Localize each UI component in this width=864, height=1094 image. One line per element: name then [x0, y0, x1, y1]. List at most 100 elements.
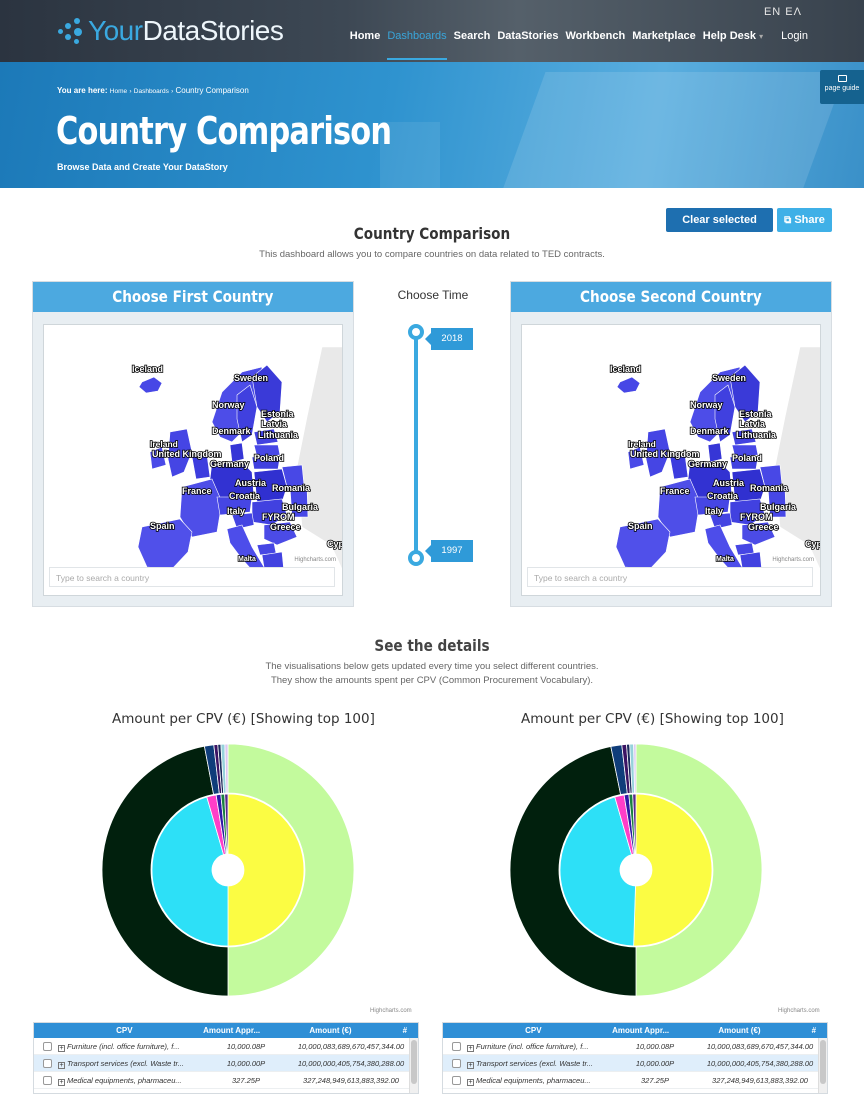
page-guide-button[interactable]: page guide	[820, 70, 864, 104]
breadcrumb-home[interactable]: Home	[109, 88, 128, 95]
country-shape[interactable]	[149, 446, 167, 470]
country-shape[interactable]	[296, 346, 343, 553]
column-header[interactable]: Amount (€)	[718, 1026, 761, 1035]
country-shape[interactable]	[251, 364, 283, 423]
pie-slice-inner[interactable]	[227, 793, 305, 947]
column-header[interactable]: Amount Appr...	[203, 1026, 261, 1035]
country-shape[interactable]	[179, 478, 223, 538]
europe-map[interactable]: Iceland Sweden Norway EstoniaLatviaLithuani…	[522, 325, 821, 596]
country-shape[interactable]	[251, 456, 281, 470]
breadcrumb-dashboards[interactable]: Dashboards	[133, 88, 169, 95]
row-checkbox[interactable]	[43, 1059, 52, 1068]
expand-icon[interactable]: +	[58, 1045, 65, 1052]
row-checkbox[interactable]	[452, 1059, 461, 1068]
country-shape[interactable]	[707, 442, 723, 463]
nav-home[interactable]: Home	[349, 30, 381, 42]
nav-help-desk[interactable]: Help Desk ▾	[703, 30, 763, 42]
country-shape[interactable]	[231, 512, 255, 530]
table-row[interactable]: + Furniture (incl. office furniture), f..…	[443, 1038, 827, 1055]
country-shape[interactable]	[731, 428, 757, 446]
table-scrollbar[interactable]	[409, 1038, 418, 1093]
row-checkbox[interactable]	[452, 1042, 461, 1051]
country-shape[interactable]	[774, 346, 821, 553]
pie-slice-outer[interactable]	[635, 743, 763, 997]
table-row[interactable]: + Medical equipments, pharmaceu... 327.25P…	[34, 1072, 418, 1089]
pie-chart-first[interactable]	[100, 742, 356, 1002]
nav-marketplace[interactable]: Marketplace	[632, 30, 696, 42]
country-shape[interactable]	[809, 546, 821, 572]
pie-slice-outer[interactable]	[101, 745, 229, 997]
second-country-map[interactable]: Iceland Sweden Norway Estonia Latvia Lithuani…	[521, 324, 821, 596]
time-end-handle[interactable]	[408, 550, 424, 566]
time-start-handle[interactable]	[408, 324, 424, 340]
table-row[interactable]: + Transport services (excl. Waste tr... 10…	[34, 1055, 418, 1072]
logo[interactable]: YourDataStories	[58, 14, 284, 48]
country-shape[interactable]	[281, 464, 305, 488]
country-shape[interactable]	[731, 468, 766, 503]
column-header[interactable]: #	[811, 1026, 817, 1035]
country-shape[interactable]	[729, 364, 761, 423]
pie-slice-inner[interactable]	[632, 793, 637, 855]
country-shape[interactable]	[167, 428, 193, 478]
table-scrollbar[interactable]	[818, 1038, 827, 1093]
clear-filters-button[interactable]: Clear selected filters	[666, 208, 773, 250]
table-row[interactable]: + Transport services (excl. Waste tr... 10…	[443, 1055, 827, 1072]
first-country-search-input[interactable]: Type to search a country	[49, 567, 335, 587]
country-shape[interactable]	[767, 486, 787, 518]
row-checkbox[interactable]	[43, 1076, 52, 1085]
country-shape[interactable]	[645, 428, 671, 478]
country-shape[interactable]	[729, 456, 759, 470]
country-shape[interactable]	[741, 521, 776, 546]
pie-slice-outer[interactable]	[227, 743, 355, 997]
pie-slice-inner[interactable]	[559, 796, 636, 947]
europe-map[interactable]: Iceland Sweden Norway EstoniaLatviaLithuani…	[44, 325, 343, 596]
pie-slice-inner[interactable]	[224, 793, 229, 855]
table-row[interactable]: + Furniture (incl. office furniture), f..…	[34, 1038, 418, 1055]
country-shape[interactable]	[236, 384, 258, 443]
pie-slice-outer[interactable]	[224, 743, 229, 794]
expand-icon[interactable]: +	[58, 1079, 65, 1086]
column-header[interactable]: CPV	[116, 1026, 133, 1035]
country-shape[interactable]	[759, 464, 783, 488]
column-header[interactable]: Amount Appr...	[612, 1026, 670, 1035]
country-shape[interactable]	[191, 454, 211, 480]
pie-slice-outer[interactable]	[509, 746, 637, 997]
nav-datastories[interactable]: DataStories	[497, 30, 559, 42]
expand-icon[interactable]: +	[467, 1045, 474, 1052]
expand-icon[interactable]: +	[58, 1062, 65, 1069]
expand-icon[interactable]: +	[467, 1062, 474, 1069]
column-header[interactable]: Amount (€)	[309, 1026, 352, 1035]
country-shape[interactable]	[289, 486, 309, 518]
nav-login[interactable]: Login	[781, 30, 808, 42]
pie-chart-second[interactable]	[508, 742, 764, 1002]
row-checkbox[interactable]	[452, 1076, 461, 1085]
pie-slice-outer[interactable]	[633, 743, 637, 794]
country-shape[interactable]	[627, 446, 645, 470]
country-shape[interactable]	[138, 376, 163, 394]
country-shape[interactable]	[253, 428, 279, 446]
country-shape[interactable]	[669, 454, 689, 480]
time-track[interactable]	[414, 330, 418, 558]
nav-search[interactable]: Search	[453, 30, 491, 42]
row-checkbox[interactable]	[43, 1042, 52, 1051]
first-country-map[interactable]: Iceland Sweden Norway Estonia Latvia Lithuani…	[43, 324, 343, 596]
country-shape[interactable]	[616, 376, 641, 394]
table-row[interactable]: + Medical equipments, pharmaceu... 327.25P…	[443, 1072, 827, 1089]
language-switcher[interactable]: EN EΛ	[763, 6, 802, 18]
country-shape[interactable]	[694, 496, 731, 516]
country-shape[interactable]	[253, 444, 281, 458]
nav-dashboards[interactable]: Dashboards	[387, 30, 447, 60]
share-button[interactable]: ⧉ Share	[777, 208, 832, 232]
country-shape[interactable]	[657, 478, 701, 538]
country-shape[interactable]	[331, 546, 343, 572]
country-shape[interactable]	[731, 444, 759, 458]
nav-workbench[interactable]: Workbench	[565, 30, 626, 42]
expand-icon[interactable]: +	[467, 1079, 474, 1086]
pie-slice-inner[interactable]	[633, 793, 713, 947]
pie-slice-inner[interactable]	[151, 796, 229, 947]
country-shape[interactable]	[253, 468, 288, 503]
country-shape[interactable]	[714, 384, 736, 443]
country-shape[interactable]	[709, 512, 733, 530]
country-shape[interactable]	[137, 518, 193, 570]
column-header[interactable]: #	[402, 1026, 408, 1035]
